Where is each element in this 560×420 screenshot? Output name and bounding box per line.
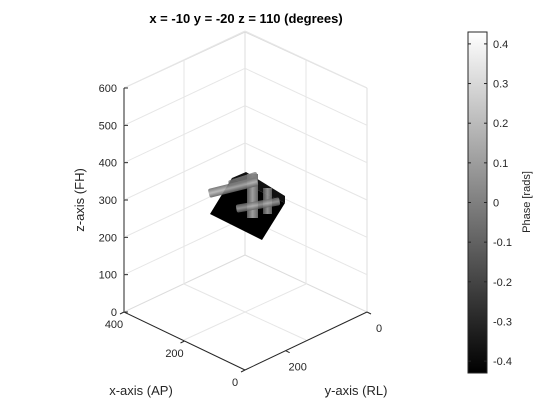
z-axis-ticks: 0 100 200 300 400 500 600	[99, 83, 128, 319]
z-tick-label: 500	[99, 120, 117, 132]
y-tick-label: 0	[376, 323, 382, 335]
colorbar-tick-label: -0.1	[493, 237, 512, 249]
x-tick-mark	[240, 369, 246, 373]
colorbar-tick-label: 0.3	[493, 79, 508, 91]
volume-rod-horizontal-2	[235, 197, 281, 213]
colorbar: 0.4 0.3 0.2 0.1 0 -0.1 -0.2 -0.3 -0.4 Phase [rad…	[467, 31, 533, 374]
z-tick-label: 100	[99, 270, 117, 282]
z-tick-label: 0	[111, 307, 117, 319]
colorbar-tick-label: 0	[493, 198, 499, 210]
chart-title: x = -10 y = -20 z = 110 (degrees)	[149, 11, 342, 26]
z-gridline-right-600	[244, 30, 368, 89]
z-axis-label: z-axis (FH)	[72, 168, 87, 232]
z-tick-label: 300	[99, 195, 117, 207]
y-tick-mark	[285, 350, 290, 354]
z-gridline-left-600	[123, 30, 246, 89]
volume-rod-horizontal-1	[208, 177, 259, 198]
y-tick-mark	[366, 311, 372, 315]
floor-grid-y-200	[183, 283, 307, 341]
colorbar-tick-label: 0.4	[493, 39, 508, 51]
y-axis-ticks: 0 200	[285, 311, 382, 374]
volume-rod-horizontal-3	[228, 172, 258, 186]
x-tick-mark	[119, 311, 125, 315]
phase-volume-render	[208, 172, 285, 240]
colorbar-tick-label: 0.2	[493, 118, 508, 130]
colorbar-tick-label: -0.3	[493, 316, 512, 328]
y-axis-line	[244, 311, 368, 371]
colorbar-tick-label: -0.4	[493, 356, 512, 368]
z-tick-label: 400	[99, 158, 117, 170]
colorbar-ticks: 0.4 0.3 0.2 0.1 0 -0.1 -0.2 -0.3 -0.4	[468, 39, 512, 368]
y-axis-label: y-axis (RL)	[325, 383, 388, 398]
x-tick-label: 0	[232, 377, 238, 389]
z-tick-label: 600	[99, 83, 117, 95]
x-tick-label: 400	[105, 319, 123, 331]
x-axis-label: x-axis (AP)	[109, 383, 173, 398]
volume-rod-vertical-1	[247, 174, 258, 218]
colorbar-label: Phase [rads]	[521, 171, 533, 233]
y-tick-label: 200	[288, 362, 306, 374]
colorbar-tick-label: 0.1	[493, 158, 508, 170]
colorbar-tick-label: -0.2	[493, 277, 512, 289]
axes-box	[123, 30, 368, 371]
x-tick-mark	[180, 340, 185, 344]
x-axis-ticks: 0 200 400	[105, 311, 246, 389]
x-tick-label: 200	[165, 348, 183, 360]
z-tick-label: 200	[99, 232, 117, 244]
